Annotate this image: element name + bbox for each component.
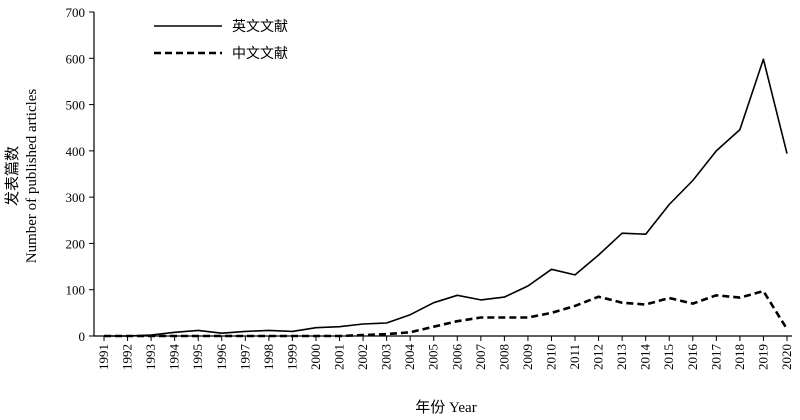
x-tick-label: 2005	[426, 344, 441, 370]
x-tick-label: 2000	[308, 344, 323, 370]
x-axis-label: 年份 Year	[415, 399, 476, 416]
x-tick-label: 1991	[96, 344, 111, 370]
x-tick-label: 1992	[120, 344, 135, 370]
x-tick-label: 2018	[732, 344, 747, 370]
x-tick-label: 2011	[567, 344, 582, 370]
x-tick-label: 2006	[449, 344, 464, 371]
x-tick-label: 1997	[237, 344, 252, 371]
x-tick-label: 2007	[473, 344, 488, 371]
y-tick-label: 500	[66, 98, 86, 113]
x-tick-label: 1994	[167, 344, 182, 371]
x-tick-label: 2015	[661, 344, 676, 370]
series-line-2	[104, 289, 789, 338]
x-tick-label: 2008	[496, 344, 511, 370]
y-tick-label: 200	[66, 236, 86, 251]
x-tick-label: 2020	[779, 344, 794, 370]
y-axis-label-english: Number of published articles	[24, 89, 40, 264]
x-tick-label: 2017	[708, 344, 723, 371]
x-tick-label: 2009	[520, 344, 535, 370]
x-tick-label: 1999	[284, 344, 299, 370]
x-tick-label: 2014	[638, 344, 653, 371]
x-tick-label: 2001	[332, 344, 347, 370]
x-tick-label: 1996	[214, 344, 229, 371]
x-tick-label: 2019	[755, 344, 770, 370]
x-tick-label: 1993	[143, 344, 158, 370]
x-axis: 1991 1992 1993 1994 1995 1996 1997 1998 1999 2000…	[94, 335, 794, 371]
y-tick-label: 100	[66, 283, 86, 298]
legend-label-1: 英文文献	[232, 18, 288, 35]
y-tick-label: 600	[66, 51, 86, 66]
x-tick-label: 1995	[190, 344, 205, 370]
x-tick-label: 2002	[355, 344, 370, 370]
y-tick-label: 400	[66, 144, 86, 159]
x-tick-label: 2010	[543, 344, 558, 370]
series-layer	[104, 58, 789, 338]
y-tick-label: 700	[66, 5, 86, 20]
x-tick-label: 2013	[614, 344, 629, 370]
x-tick-label: 2016	[685, 344, 700, 371]
x-tick-label: 2012	[591, 344, 606, 370]
y-tick-label: 300	[66, 190, 86, 205]
y-tick-label: 0	[79, 329, 86, 344]
y-axis: 0 100 200 300 400 500 600 700	[66, 5, 95, 344]
y-axis-label-chinese: 发表篇数	[3, 146, 21, 206]
x-tick-label: 1998	[261, 344, 276, 370]
x-tick-label: 2004	[402, 344, 417, 371]
x-tick-label: 2003	[379, 344, 394, 370]
series-line-1	[104, 58, 788, 337]
legend-label-2: 中文文献	[232, 46, 288, 62]
